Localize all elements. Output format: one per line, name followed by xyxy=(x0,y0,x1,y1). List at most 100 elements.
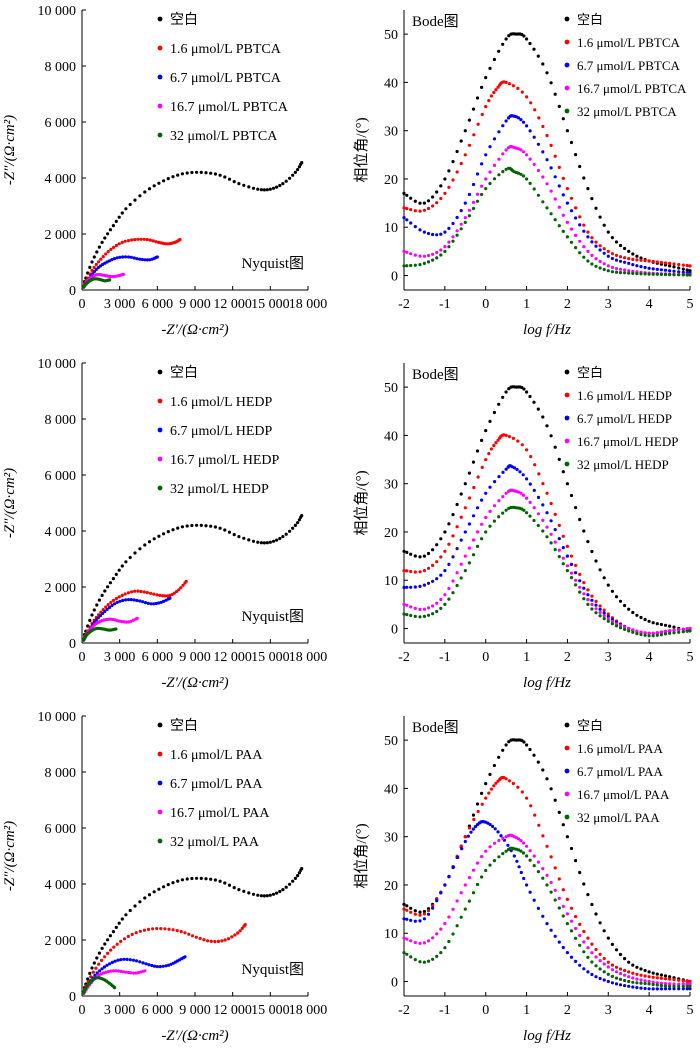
legend-marker xyxy=(564,438,570,444)
data-point xyxy=(631,980,635,984)
data-point xyxy=(525,883,529,887)
data-point xyxy=(138,194,142,198)
data-point xyxy=(525,496,529,500)
data-point xyxy=(677,270,681,274)
data-point xyxy=(472,133,476,137)
data-point xyxy=(88,265,92,269)
data-point xyxy=(126,255,131,259)
x-tick-label: 3 000 xyxy=(104,650,136,665)
data-point xyxy=(256,893,260,897)
data-point xyxy=(130,238,134,242)
data-point xyxy=(463,835,467,839)
data-point xyxy=(598,568,602,572)
data-point xyxy=(413,570,417,574)
data-point xyxy=(569,846,574,851)
data-point xyxy=(598,604,602,608)
data-point xyxy=(180,525,184,529)
data-point xyxy=(124,255,128,259)
data-point xyxy=(155,965,159,969)
data-point xyxy=(124,207,128,211)
data-point xyxy=(463,216,467,220)
data-point xyxy=(439,951,443,955)
legend-marker xyxy=(564,768,570,774)
data-point xyxy=(402,917,406,921)
data-point xyxy=(598,967,602,971)
data-point xyxy=(545,883,549,887)
data-point xyxy=(614,976,619,980)
data-point xyxy=(521,174,526,178)
x-tick-label: 6 000 xyxy=(142,297,174,312)
data-point xyxy=(480,192,484,197)
data-point xyxy=(213,172,217,176)
data-point xyxy=(529,101,533,105)
data-point xyxy=(413,919,417,923)
data-point xyxy=(492,763,496,768)
data-point xyxy=(145,258,150,262)
data-point xyxy=(627,970,631,974)
data-point xyxy=(504,119,508,123)
data-point xyxy=(528,157,532,161)
data-point xyxy=(606,936,610,940)
data-point xyxy=(120,211,124,215)
data-point xyxy=(511,84,515,88)
legend-label: 16.7 μmol/L PAA xyxy=(577,787,670,802)
data-point xyxy=(92,961,96,965)
data-point xyxy=(443,593,447,597)
data-point xyxy=(110,603,114,608)
data-point xyxy=(663,272,668,277)
data-point xyxy=(602,251,606,255)
data-point xyxy=(168,596,172,600)
data-point xyxy=(472,485,476,490)
data-point xyxy=(125,957,129,962)
data-point xyxy=(142,237,146,241)
data-point xyxy=(685,629,689,633)
data-point xyxy=(190,934,195,938)
data-point xyxy=(158,965,162,969)
data-point xyxy=(501,124,505,128)
y-tick-label: 0 xyxy=(391,976,398,991)
x-tick-label: 5 xyxy=(687,650,694,665)
data-point xyxy=(610,252,615,256)
data-point xyxy=(473,825,478,829)
data-point xyxy=(655,631,659,635)
data-point xyxy=(606,619,610,623)
data-point xyxy=(471,514,476,518)
data-point xyxy=(431,548,435,552)
data-point xyxy=(463,506,467,510)
data-point xyxy=(90,260,94,264)
data-point xyxy=(152,602,156,606)
data-point xyxy=(480,184,484,188)
data-point xyxy=(97,951,101,955)
data-point xyxy=(586,588,590,592)
data-point xyxy=(120,240,124,244)
data-point xyxy=(549,519,553,523)
data-point xyxy=(672,265,676,269)
data-point xyxy=(668,269,672,273)
data-point xyxy=(204,171,208,175)
data-point xyxy=(166,883,170,887)
data-point xyxy=(475,192,480,196)
y-tick-label: 4 000 xyxy=(45,172,77,187)
data-point xyxy=(143,601,148,605)
data-point xyxy=(518,470,522,474)
data-point xyxy=(431,904,435,908)
data-point xyxy=(463,530,467,534)
data-point xyxy=(553,175,557,179)
data-point xyxy=(631,630,635,634)
data-point xyxy=(476,809,480,814)
y-tick-label: 2 000 xyxy=(45,228,77,243)
data-point xyxy=(439,232,443,236)
data-point xyxy=(129,619,133,623)
data-point xyxy=(623,246,627,251)
data-point xyxy=(557,810,561,815)
data-point xyxy=(463,482,467,486)
y-tick-label: 4 000 xyxy=(45,878,77,893)
data-point xyxy=(627,979,631,984)
data-point xyxy=(120,593,124,598)
data-point xyxy=(614,948,619,952)
data-point xyxy=(582,950,586,954)
data-point xyxy=(152,890,156,894)
data-point xyxy=(574,563,578,568)
data-point xyxy=(610,265,615,270)
